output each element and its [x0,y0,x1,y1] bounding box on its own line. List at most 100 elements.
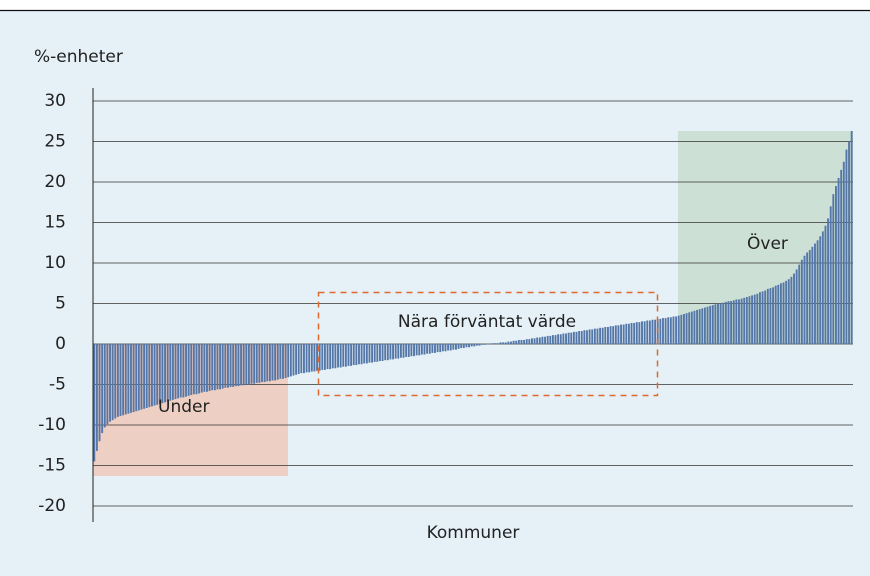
bar [116,344,119,417]
bar [774,285,777,344]
bar [730,301,733,344]
bar [365,344,368,364]
bar [415,344,418,356]
bar [174,344,177,400]
bar [316,344,318,371]
bar [659,318,662,344]
bar [743,297,746,344]
y-tick-label: -20 [38,496,66,516]
y-tick-label: 15 [44,213,66,233]
bar [798,264,801,344]
bar [303,344,305,374]
bar [462,344,465,349]
bar [227,344,229,388]
bar [832,194,835,344]
bar [229,344,232,387]
bar [245,344,248,385]
bar [182,344,185,398]
bar [132,344,135,413]
bar [431,344,434,353]
bar [200,344,203,393]
x-axis-label: Kommuner [427,523,520,543]
bar [145,344,148,408]
bar [190,344,193,396]
bar [627,323,630,344]
bar [93,344,96,462]
bar [258,344,261,383]
bar [706,306,709,344]
bar [465,344,468,348]
bar [541,336,544,344]
y-tick-label: 5 [55,294,66,314]
annotation: Under [158,397,209,417]
bar [347,344,350,366]
bar [426,344,429,354]
bar [845,149,848,344]
bar [475,344,478,346]
bar [745,297,748,344]
y-axis-label: %-enheter [34,47,123,67]
y-tick-label: -10 [38,415,66,435]
bar [203,344,206,392]
bar [559,334,562,344]
bar [373,344,376,362]
bar [714,304,717,344]
bar [318,344,321,371]
bar [224,344,227,388]
bar [420,344,423,355]
bar [523,339,526,344]
bar [428,344,431,354]
bar [793,273,795,344]
bar [103,344,106,428]
bar [137,344,140,411]
bar [185,344,187,397]
bar [297,344,300,374]
bar [473,344,476,347]
bar [583,330,586,344]
bar [192,344,195,395]
bar [124,344,127,415]
bar [562,333,565,344]
bar [169,344,172,401]
bar [101,344,104,434]
bar [95,344,98,451]
bar [247,344,250,385]
bar [360,344,363,365]
bar [703,307,706,344]
bar [769,288,772,344]
bar [565,333,567,344]
bar [756,293,759,344]
y-tick-label: 10 [44,253,66,273]
bar [232,344,235,387]
bar [533,338,536,344]
bar [557,334,560,344]
y-tick-label: 30 [44,91,66,111]
bar [785,280,788,344]
bar [376,344,379,362]
bar [593,328,596,344]
annotation: Nära förväntat värde [398,312,576,332]
bar [698,309,701,344]
bar [819,236,822,344]
bar [517,339,520,344]
bar [531,338,533,344]
bar [667,317,670,344]
bar [221,344,224,389]
bar [751,295,754,344]
bar [337,344,339,368]
bar [253,344,256,384]
bar [635,322,638,344]
bar [478,344,481,346]
bar [680,314,683,344]
bar [166,344,169,402]
bar [787,279,790,344]
bar [279,344,282,379]
bar [268,344,271,382]
bar [460,344,463,349]
bar [761,291,764,344]
bar [114,344,117,419]
bar [308,344,311,373]
bar [625,323,628,344]
bar [171,344,174,400]
bar [842,161,845,344]
